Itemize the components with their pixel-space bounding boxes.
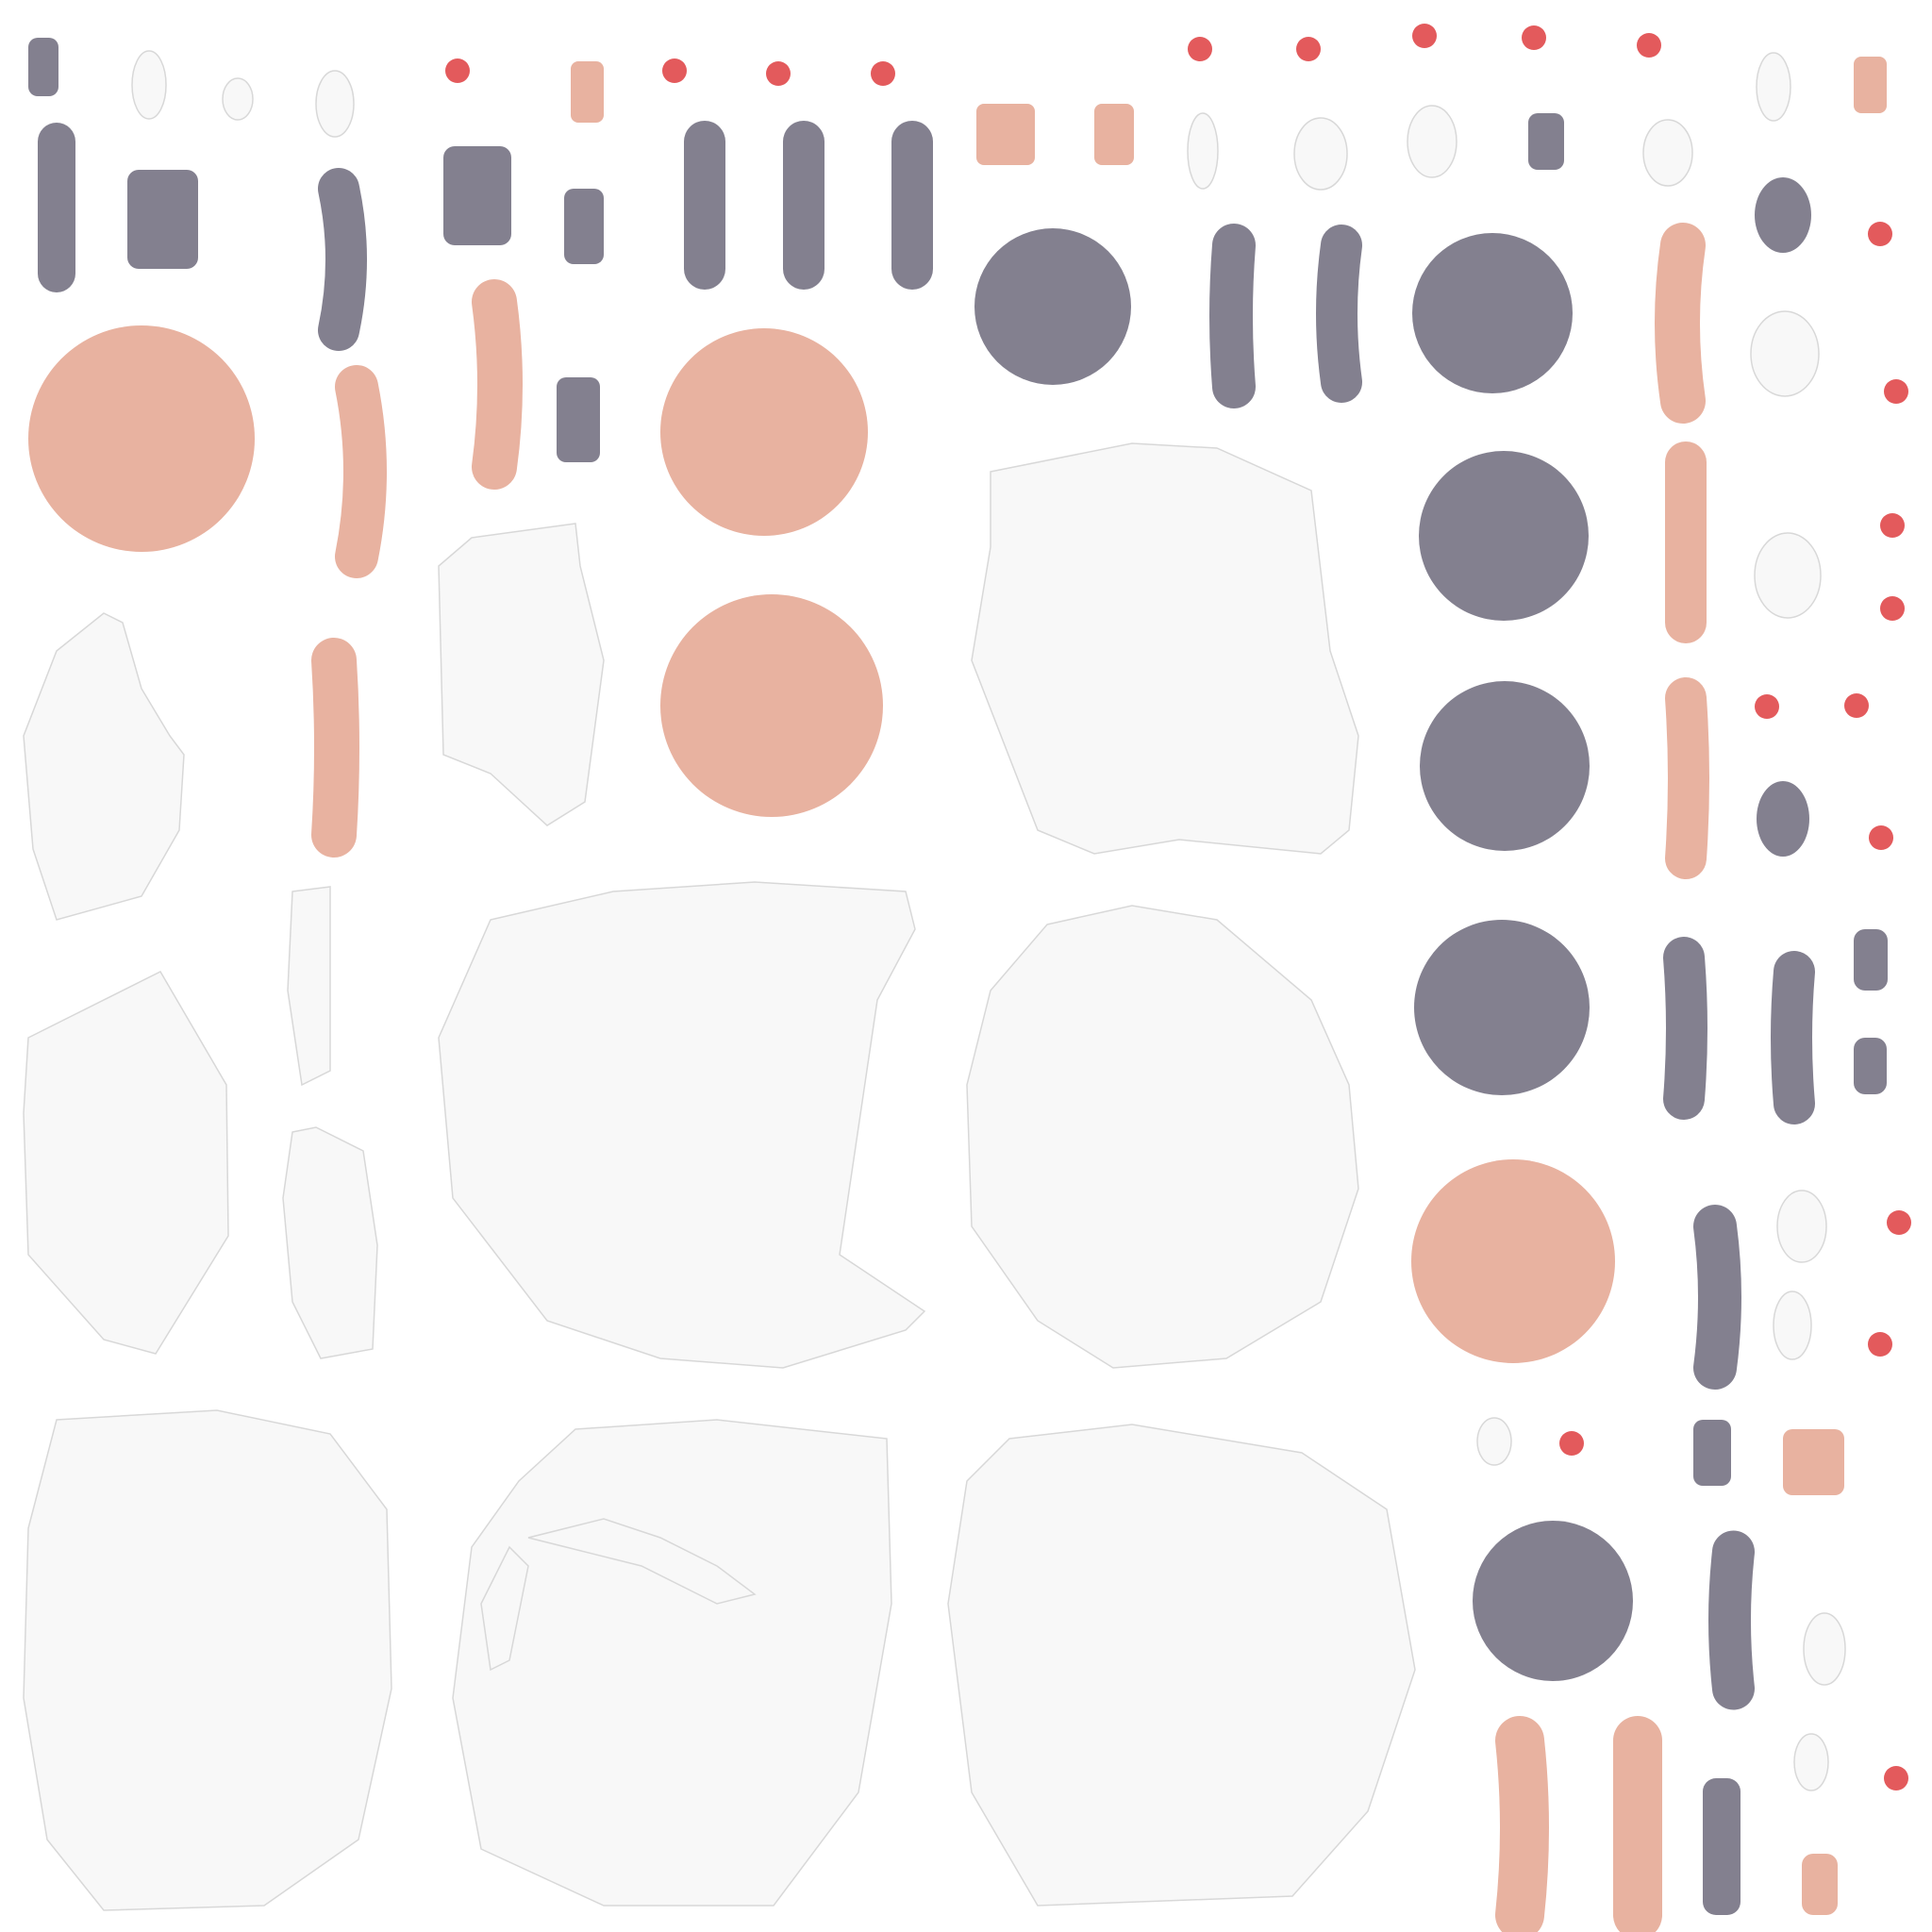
offwhite-blob-shape	[222, 77, 254, 121]
slate-bar-shape	[557, 377, 600, 462]
slate-circle-shape	[1412, 233, 1573, 393]
slate-bar-shape	[564, 189, 604, 264]
coral-circle-shape	[1887, 1210, 1911, 1235]
slate-bar-shape	[127, 170, 198, 269]
offwhite-blob-shape	[315, 70, 355, 138]
slate-bar-shape	[28, 38, 58, 96]
offwhite-panel-shape	[971, 442, 1359, 855]
slate-circle-shape	[1420, 681, 1590, 851]
offwhite-blob-shape	[1803, 1612, 1846, 1686]
coral-circle-shape	[1868, 1332, 1892, 1357]
coral-circle-shape	[1296, 37, 1321, 61]
slate-curve-shape	[1209, 224, 1256, 408]
slate-blob-shape	[1757, 781, 1809, 857]
peach-circle-shape	[660, 328, 868, 536]
offwhite-blob-shape	[131, 50, 167, 120]
slate-bar-shape	[1528, 113, 1564, 170]
coral-circle-shape	[1880, 596, 1905, 621]
coral-circle-shape	[1522, 25, 1546, 50]
slate-circle-shape	[974, 228, 1131, 385]
peach-bar-shape	[1783, 1429, 1844, 1495]
peach-bar-shape	[571, 61, 604, 123]
slate-curve-shape	[1708, 1530, 1755, 1710]
slate-bar-shape	[443, 146, 511, 245]
peach-bar-shape	[1854, 57, 1887, 113]
offwhite-blob-shape	[1776, 1190, 1827, 1263]
coral-circle-shape	[1869, 825, 1893, 850]
offwhite-panel-shape	[947, 1424, 1416, 1907]
slate-curve-shape	[1316, 225, 1362, 403]
slate-bar-shape	[1703, 1778, 1740, 1915]
slate-bar-shape	[1693, 1420, 1731, 1486]
slate-circle-shape	[1414, 920, 1590, 1095]
coral-circle-shape	[1884, 1766, 1908, 1790]
offwhite-blob-shape	[1756, 52, 1791, 122]
slate-circle-shape	[1473, 1521, 1633, 1681]
coral-circle-shape	[445, 58, 470, 83]
slate-curve-shape	[1771, 951, 1815, 1124]
offwhite-blob-shape	[1750, 310, 1820, 397]
offwhite-blob-shape	[1293, 117, 1348, 191]
coral-circle-shape	[1755, 694, 1779, 719]
peach-bar-shape	[976, 104, 1035, 165]
offwhite-panel-shape	[23, 971, 229, 1355]
coral-circle-shape	[1868, 222, 1892, 246]
offwhite-panel-shape	[287, 886, 331, 1087]
peach-circle-shape	[660, 594, 883, 817]
peach-curve-shape	[311, 638, 359, 858]
slate-bar-shape	[1854, 1038, 1887, 1094]
offwhite-blob-shape	[1187, 112, 1219, 190]
coral-circle-shape	[1188, 37, 1212, 61]
peach-circle-shape	[1411, 1159, 1615, 1363]
offwhite-blob-shape	[1754, 532, 1822, 619]
coral-circle-shape	[1880, 513, 1905, 538]
peach-curve-shape	[1495, 1716, 1549, 1932]
offwhite-cutout-shape	[527, 1518, 757, 1605]
slate-curve-shape	[1663, 937, 1707, 1120]
peach-curve-shape	[335, 365, 387, 578]
offwhite-blob-shape	[1642, 119, 1693, 187]
coral-circle-shape	[1884, 379, 1908, 404]
slate-circle-shape	[1419, 451, 1589, 621]
coral-circle-shape	[1844, 693, 1869, 718]
offwhite-panel-shape	[23, 612, 185, 921]
slate-bar-shape	[1854, 929, 1888, 991]
peach-bar-shape	[1802, 1854, 1838, 1915]
peach-curve-shape	[1655, 223, 1706, 424]
coral-circle-shape	[1412, 24, 1437, 48]
offwhite-panel-shape	[452, 1419, 892, 1907]
offwhite-panel-shape	[23, 1409, 392, 1911]
offwhite-blob-shape	[1476, 1417, 1512, 1466]
offwhite-blob-shape	[1793, 1733, 1829, 1791]
peach-circle-shape	[28, 325, 255, 552]
coral-circle-shape	[766, 61, 791, 86]
offwhite-panel-shape	[438, 881, 926, 1369]
peach-bar-shape	[1094, 104, 1134, 165]
coral-circle-shape	[871, 61, 895, 86]
offwhite-blob-shape	[1407, 105, 1457, 178]
atlas-shapes	[23, 24, 1911, 1932]
offwhite-panel-shape	[966, 905, 1359, 1369]
slate-curve-shape	[318, 168, 367, 351]
offwhite-cutout-shape	[480, 1545, 529, 1672]
coral-circle-shape	[662, 58, 687, 83]
coral-circle-shape	[1637, 33, 1661, 58]
offwhite-blob-shape	[1773, 1291, 1812, 1360]
coral-circle-shape	[1559, 1431, 1584, 1456]
slate-blob-shape	[1755, 177, 1811, 253]
peach-curve-shape	[1665, 677, 1709, 879]
offwhite-panel-shape	[438, 523, 605, 826]
offwhite-panel-shape	[282, 1126, 378, 1359]
peach-curve-shape	[472, 279, 523, 490]
slate-curve-shape	[1693, 1205, 1741, 1390]
